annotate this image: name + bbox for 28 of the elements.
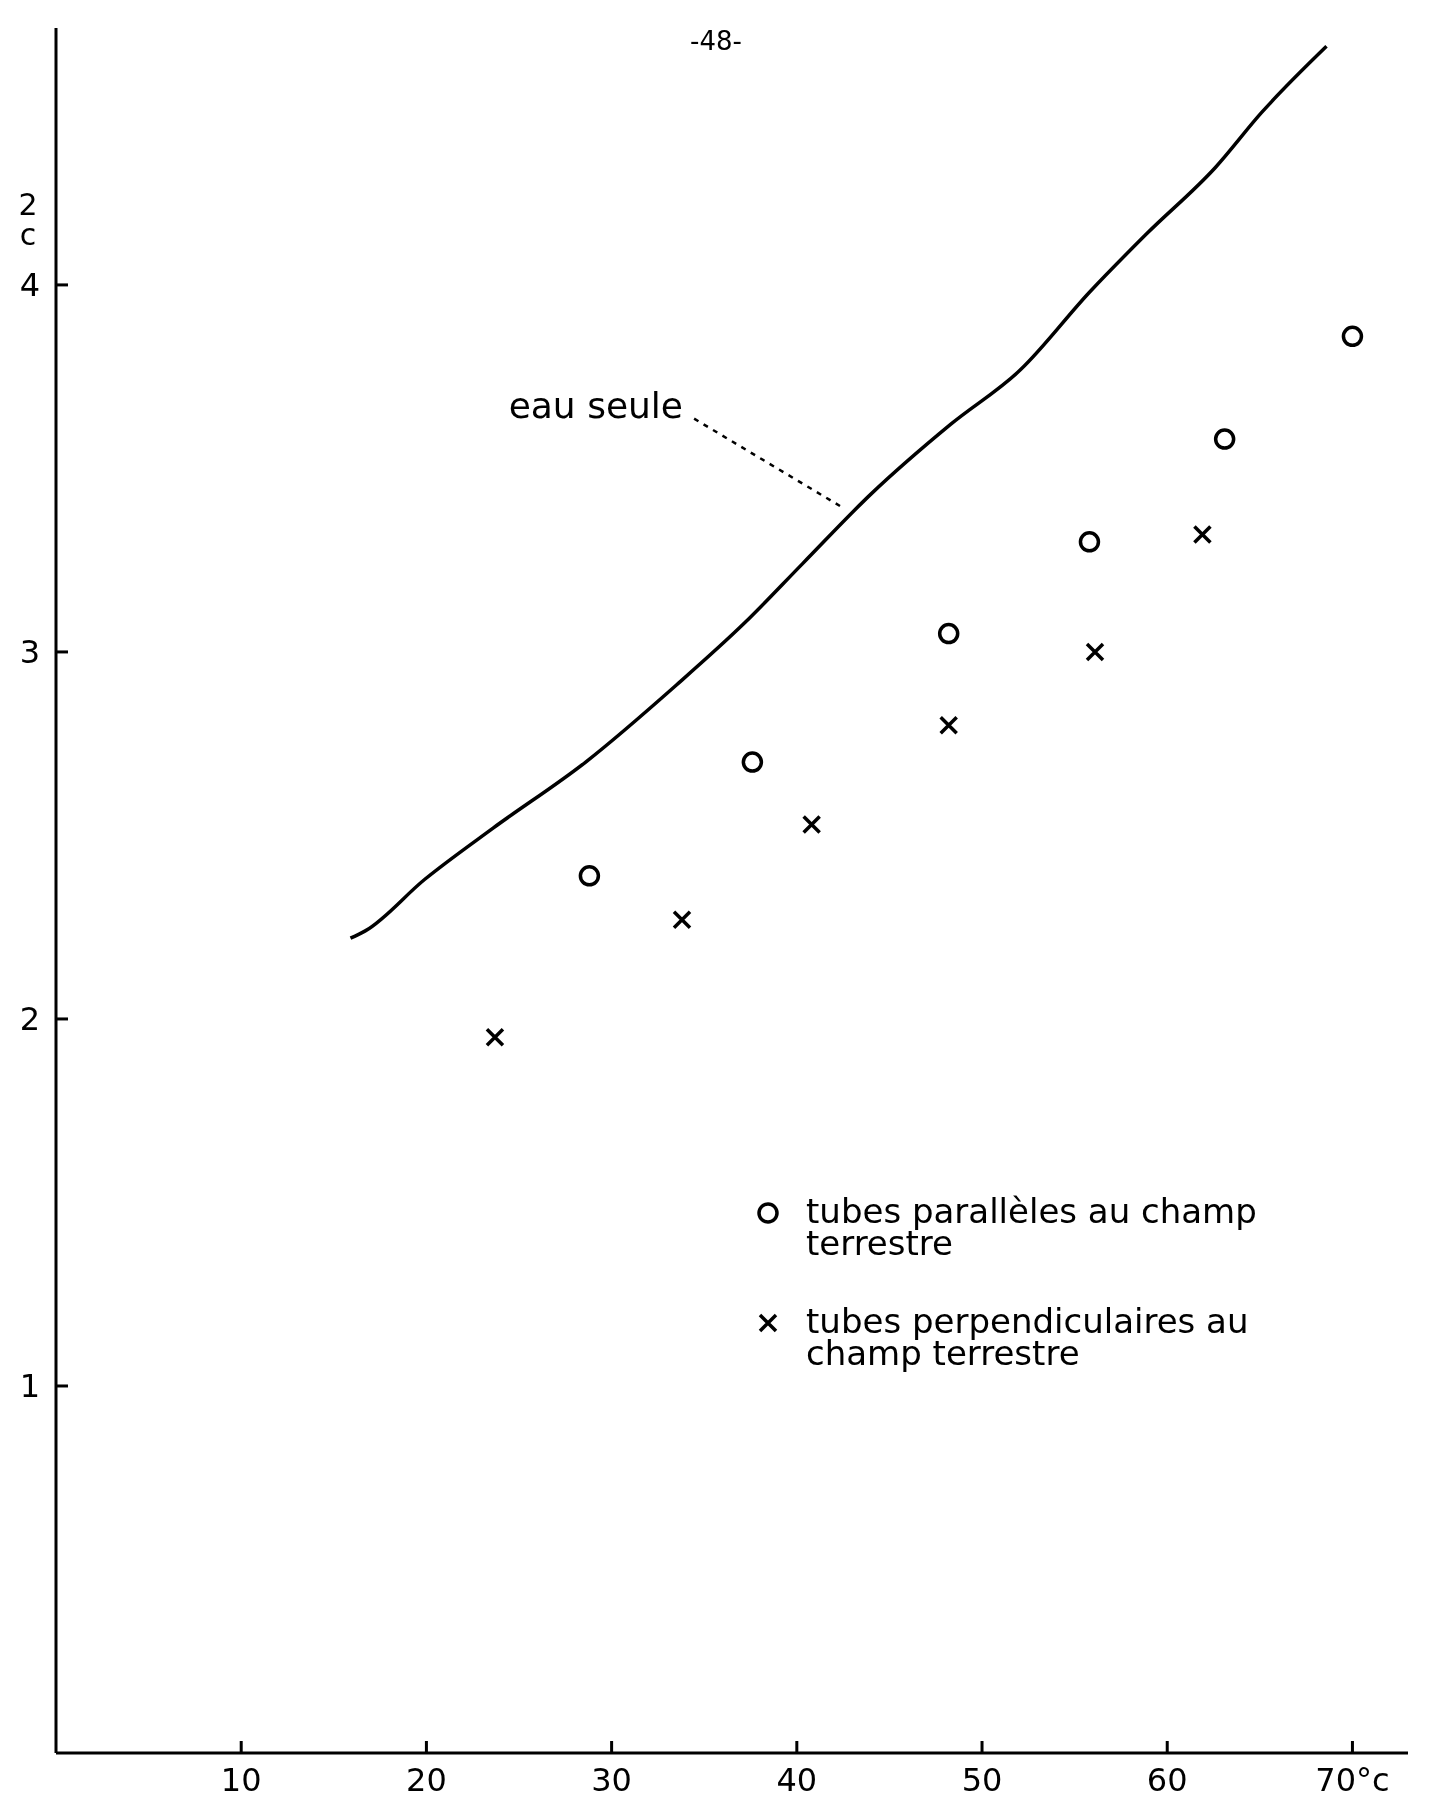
x-tick-label: 20 [406, 1761, 447, 1799]
x-tick-label: 40 [776, 1761, 818, 1799]
y-tick-label: 4 [19, 265, 40, 304]
y-tick-label: 3 [19, 632, 40, 671]
x-tick-label: 30 [591, 1761, 632, 1799]
point [741, 751, 764, 773]
point [1213, 428, 1236, 450]
point [1192, 524, 1213, 545]
point [672, 910, 692, 930]
x-tick-label: 50 [961, 1761, 1003, 1799]
point [1078, 531, 1101, 553]
x-tick-label: 60 [1146, 1761, 1188, 1799]
legend-label: tubes parallèles au champ terrestre [806, 1191, 1257, 1263]
legend-label: tubes perpendiculaires au champ terrestre [806, 1301, 1249, 1373]
annotation: eau seule [508, 385, 683, 426]
y-tick-label: 2 [19, 999, 40, 1038]
point [938, 715, 959, 736]
x-tick-label: 10 [220, 1761, 262, 1799]
point [1341, 325, 1364, 348]
point [578, 865, 601, 887]
point [801, 814, 822, 835]
x-tick-label: 70°c [1315, 1761, 1390, 1799]
point [1085, 642, 1105, 662]
annotation: -48- [690, 26, 742, 56]
point [937, 622, 960, 645]
y-axis-title: 2 c [18, 186, 38, 252]
y-tick-label: 1 [19, 1366, 40, 1405]
point [485, 1027, 505, 1048]
